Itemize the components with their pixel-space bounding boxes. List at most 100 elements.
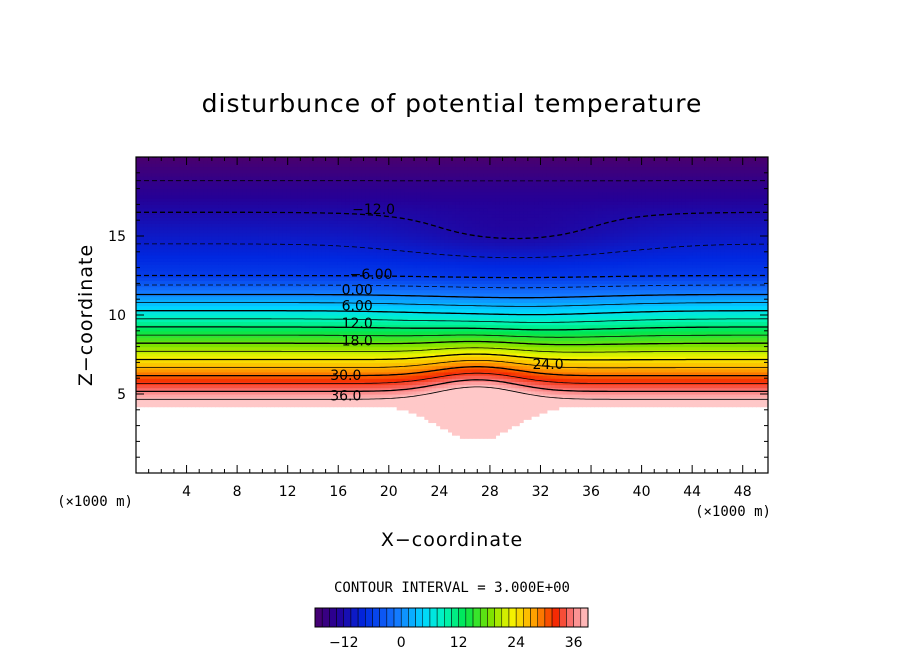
contour-fill-cell bbox=[222, 403, 228, 408]
contour-fill-cell bbox=[274, 207, 279, 212]
contour-fill-cell bbox=[136, 267, 141, 272]
contour-fill-cell bbox=[207, 248, 212, 253]
contour-fill-cell bbox=[365, 194, 370, 199]
contour-fill-cell bbox=[187, 239, 192, 243]
contour-fill-cell bbox=[258, 403, 263, 408]
contour-fill-cell bbox=[373, 242, 378, 247]
contour-fill-cell bbox=[195, 213, 200, 218]
contour-fill-cell bbox=[297, 346, 303, 351]
contour-fill-cell bbox=[262, 318, 267, 322]
contour-fill-cell bbox=[337, 270, 342, 275]
contour-fill-cell bbox=[207, 182, 212, 187]
contour-fill-cell bbox=[266, 277, 271, 281]
contour-fill-cell bbox=[199, 201, 204, 205]
contour-fill-cell bbox=[191, 318, 196, 322]
contour-fill-cell bbox=[226, 194, 232, 199]
contour-fill-cell bbox=[179, 166, 184, 171]
contour-fill-cell bbox=[155, 251, 161, 256]
contour-fill-cell bbox=[207, 220, 212, 224]
contour-fill-cell bbox=[187, 400, 192, 405]
contour-fill-cell bbox=[167, 217, 173, 221]
contour-fill-cell bbox=[199, 157, 204, 161]
contour-fill-cell bbox=[159, 201, 165, 205]
contour-fill-cell bbox=[321, 226, 327, 231]
contour-fill-cell bbox=[179, 302, 184, 307]
contour-fill-cell bbox=[349, 315, 354, 319]
contour-fill-cell bbox=[345, 232, 350, 237]
contour-fill-cell bbox=[341, 182, 346, 187]
contour-fill-cell bbox=[369, 236, 374, 240]
contour-fill-cell bbox=[357, 182, 362, 187]
contour-fill-cell bbox=[353, 264, 358, 269]
contour-fill-cell bbox=[329, 169, 335, 174]
contour-fill-cell bbox=[211, 198, 216, 202]
contour-fill-cell bbox=[270, 289, 275, 294]
contour-fill-cell bbox=[373, 261, 378, 266]
contour-fill-cell bbox=[369, 318, 374, 322]
contour-fill-cell bbox=[143, 400, 149, 405]
contour-fill-cell bbox=[341, 359, 346, 363]
contour-fill-cell bbox=[345, 340, 350, 345]
contour-fill-cell bbox=[215, 302, 220, 307]
contour-fill-cell bbox=[230, 182, 236, 187]
contour-fill-cell bbox=[337, 371, 342, 376]
contour-fill-cell bbox=[222, 236, 228, 240]
contour-fill-cell bbox=[151, 163, 157, 168]
contour-fill-cell bbox=[163, 343, 169, 348]
contour-fill-cell bbox=[195, 191, 200, 196]
contour-fill-cell bbox=[357, 172, 362, 177]
contour-fill-cell bbox=[171, 315, 177, 319]
contour-fill-cell bbox=[195, 201, 200, 205]
contour-fill-cell bbox=[262, 232, 267, 237]
contour-fill-cell bbox=[305, 302, 311, 307]
contour-fill-cell bbox=[262, 194, 267, 199]
contour-fill-cell bbox=[246, 330, 252, 335]
contour-fill-cell bbox=[136, 327, 141, 332]
contour-fill-cell bbox=[191, 286, 196, 291]
contour-fill-cell bbox=[163, 311, 169, 316]
contour-fill-cell bbox=[136, 368, 141, 373]
contour-fill-cell bbox=[313, 248, 319, 253]
contour-fill-cell bbox=[290, 204, 295, 209]
contour-fill-cell bbox=[317, 343, 323, 348]
contour-fill-cell bbox=[278, 163, 283, 168]
contour-fill-cell bbox=[317, 185, 323, 190]
contour-fill-cell bbox=[143, 157, 149, 161]
contour-fill-cell bbox=[282, 182, 287, 187]
contour-fill-cell bbox=[207, 213, 212, 218]
contour-fill-cell bbox=[171, 277, 177, 281]
contour-fill-cell bbox=[262, 302, 267, 307]
contour-fill-cell bbox=[199, 194, 204, 199]
contour-fill-cell bbox=[167, 207, 173, 212]
contour-fill-cell bbox=[294, 346, 299, 351]
contour-fill-cell bbox=[357, 166, 362, 171]
contour-fill-cell bbox=[254, 254, 260, 259]
contour-fill-cell bbox=[266, 239, 271, 243]
contour-fill-cell bbox=[380, 213, 386, 218]
contour-fill-cell bbox=[278, 299, 283, 303]
contour-fill-cell bbox=[242, 261, 248, 266]
contour-fill-cell bbox=[163, 400, 169, 405]
contour-fill-cell bbox=[266, 217, 271, 221]
contour-fill-cell bbox=[195, 223, 200, 228]
contour-fill-cell bbox=[167, 286, 173, 291]
contour-fill-cell bbox=[179, 160, 184, 164]
contour-fill-cell bbox=[353, 327, 358, 332]
contour-fill-cell bbox=[376, 321, 382, 326]
contour-fill-cell bbox=[369, 371, 374, 376]
contour-fill-cell bbox=[230, 163, 236, 168]
contour-fill-cell bbox=[203, 236, 208, 240]
contour-fill-cell bbox=[218, 356, 224, 360]
contour-fill-cell bbox=[329, 242, 335, 247]
contour-fill-cell bbox=[274, 400, 279, 405]
contour-fill-cell bbox=[175, 321, 181, 326]
contour-fill-cell bbox=[361, 387, 366, 392]
contour-fill-cell bbox=[309, 213, 315, 218]
contour-fill-cell bbox=[325, 261, 331, 266]
contour-fill-cell bbox=[143, 248, 149, 253]
contour-fill-cell bbox=[139, 210, 145, 215]
contour-fill-cell bbox=[167, 337, 173, 341]
contour-fill-cell bbox=[369, 356, 374, 360]
contour-fill-cell bbox=[242, 296, 248, 300]
contour-fill-cell bbox=[191, 378, 196, 382]
